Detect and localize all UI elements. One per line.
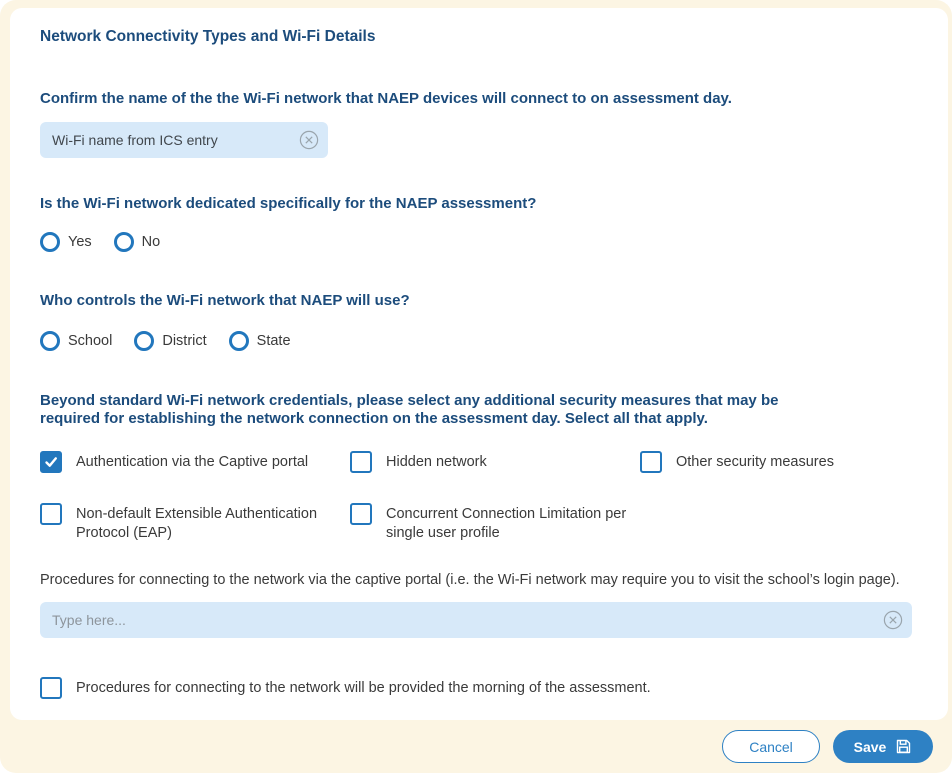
dedicated-radio-group: Yes No [40, 232, 912, 252]
checkbox-label: Non-default Extensible Authentication Pr… [76, 506, 318, 541]
captive-portal-procedures-input[interactable] [40, 602, 912, 638]
footer-action-bar: Cancel Save [0, 720, 952, 773]
clear-circle-x-icon [299, 130, 319, 153]
checkbox-icon [40, 503, 62, 525]
checkbox-eap[interactable]: Non-default Extensible Authentication Pr… [40, 503, 350, 543]
checkbox-icon [350, 451, 372, 473]
radio-circle-icon [40, 232, 60, 252]
radio-option-school[interactable]: School [40, 331, 112, 351]
radio-circle-icon [134, 331, 155, 351]
clear-circle-x-icon [883, 610, 903, 633]
radio-circle-icon [113, 232, 134, 252]
question-dedicated-network: Is the Wi-Fi network dedicated specifica… [40, 195, 537, 212]
cancel-button[interactable]: Cancel [722, 730, 820, 763]
checkbox-icon [350, 503, 372, 525]
checkbox-icon [40, 451, 62, 473]
checkbox-captive-portal[interactable]: Authentication via the Captive portal [40, 451, 350, 473]
question-wifi-name: Confirm the name of the the Wi-Fi networ… [40, 90, 732, 107]
checkbox-icon [640, 451, 662, 473]
radio-option-no[interactable]: No [113, 232, 161, 252]
radio-label: No [141, 234, 161, 250]
clear-procedures-button[interactable] [883, 610, 903, 630]
save-button[interactable]: Save [833, 730, 933, 763]
radio-label: District [162, 333, 207, 349]
radio-label: Yes [68, 234, 92, 250]
radio-circle-icon [228, 331, 249, 351]
checkmark-icon [45, 457, 58, 467]
floppy-disk-icon [895, 738, 912, 755]
wifi-name-input[interactable] [40, 122, 328, 158]
question-network-control: Who controls the Wi-Fi network that NAEP… [40, 292, 410, 309]
save-button-label: Save [853, 738, 887, 755]
checkbox-hidden-network[interactable]: Hidden network [350, 451, 640, 473]
control-radio-group: School District State [40, 331, 912, 351]
checkbox-other-security[interactable]: Other security measures [640, 451, 912, 473]
question-security-measures: Beyond standard Wi-Fi network credential… [40, 392, 779, 427]
checkbox-icon [40, 677, 62, 699]
captive-portal-procedures-label: Procedures for connecting to the network… [40, 572, 900, 588]
radio-option-yes[interactable]: Yes [40, 232, 92, 252]
page-title: Network Connectivity Types and Wi-Fi Det… [40, 28, 376, 45]
checkbox-morning-procedures[interactable]: Procedures for connecting to the network… [40, 677, 912, 699]
checkbox-label: Other security measures [676, 454, 834, 470]
radio-option-state[interactable]: State [228, 331, 291, 351]
clear-wifi-name-button[interactable] [299, 130, 319, 150]
checkbox-label: Procedures for connecting to the network… [76, 680, 651, 696]
checkbox-label: Concurrent Connection Limitation per sin… [386, 506, 627, 541]
checkbox-label: Authentication via the Captive portal [76, 454, 309, 470]
checkbox-concurrent-limit[interactable]: Concurrent Connection Limitation per sin… [350, 503, 640, 543]
wifi-details-form-card: Network Connectivity Types and Wi-Fi Det… [10, 8, 948, 720]
radio-option-district[interactable]: District [134, 331, 207, 351]
radio-label: School [68, 333, 113, 349]
radio-label: State [256, 333, 291, 349]
checkbox-label: Hidden network [386, 454, 487, 470]
radio-circle-icon [40, 331, 60, 351]
security-checkbox-group: Authentication via the Captive portal Hi… [40, 451, 912, 543]
